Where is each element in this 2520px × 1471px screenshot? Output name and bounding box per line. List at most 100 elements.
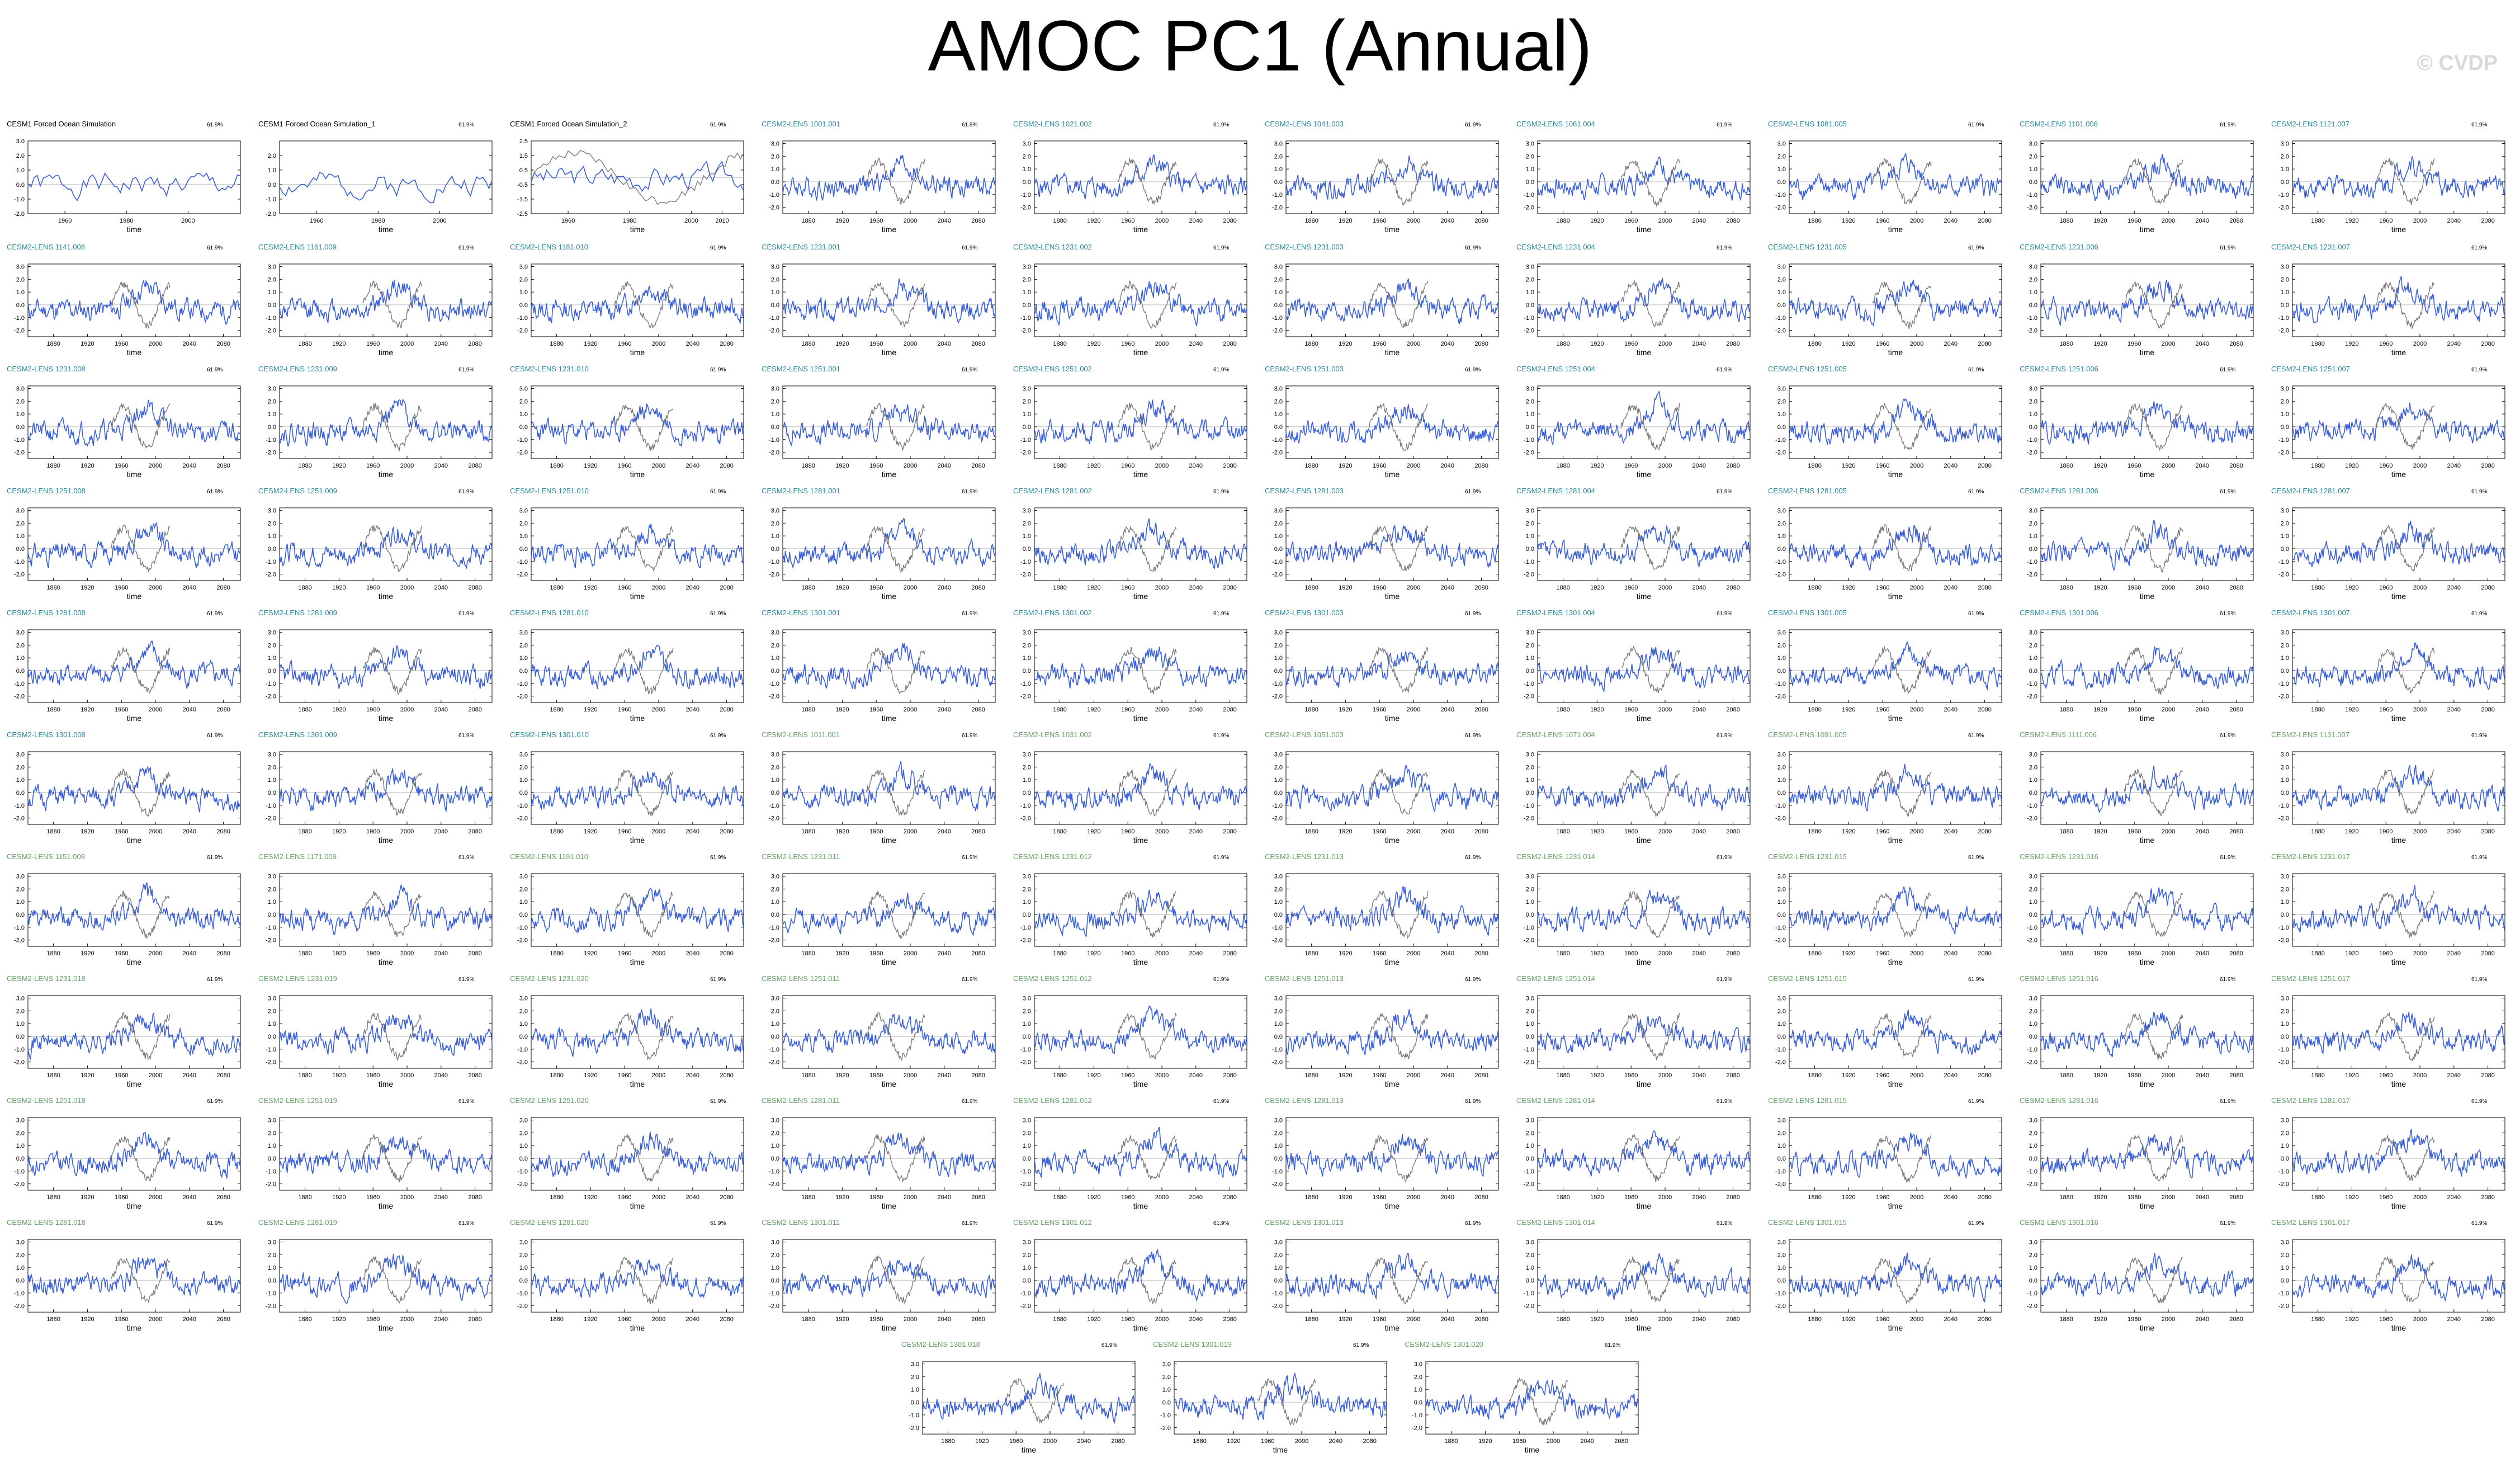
y-tick-label: 3.0	[1274, 1118, 1283, 1124]
y-tick-label: -1.0	[769, 559, 779, 565]
y-tick-label: 2.0	[2281, 642, 2289, 649]
x-tick-label: 1960	[1121, 1316, 1134, 1323]
x-axis-label: time	[378, 1079, 394, 1088]
y-tick-label: 3.0	[519, 1118, 528, 1124]
series-line	[2292, 1254, 2505, 1302]
y-tick-label: 1.0	[1777, 655, 1786, 662]
series-line	[27, 1011, 241, 1061]
x-tick-label: 2000	[904, 1072, 917, 1079]
series-line	[27, 1131, 241, 1178]
panel-title: CESM2-LENS 1281.020	[510, 1218, 589, 1227]
panel-title: CESM2-LENS 1301.012	[1013, 1218, 1092, 1227]
y-tick-label: 1.0	[2281, 166, 2289, 173]
y-tick-label: -2.0	[1775, 937, 1786, 944]
panel-title: CESM2-LENS 1281.001	[762, 487, 840, 495]
variance-note: 61.9%	[1717, 611, 1733, 617]
reference-line	[111, 1136, 171, 1182]
plot-frame	[1174, 1361, 1387, 1435]
y-tick-label: 1.0	[771, 899, 779, 906]
x-axis-label: time	[126, 836, 142, 845]
y-tick-label: 3.0	[16, 1118, 25, 1124]
x-tick-label: 2000	[2413, 1072, 2427, 1079]
reference-line	[1872, 1257, 1931, 1304]
x-tick-label: 2040	[1692, 950, 1706, 957]
x-tick-label: 2000	[904, 341, 917, 347]
series-line	[1425, 1379, 1639, 1420]
plot-frame	[1537, 385, 1751, 459]
reference-line	[362, 1012, 422, 1062]
x-tick-label: 1960	[1876, 706, 1889, 713]
x-axis-label: time	[378, 958, 394, 966]
x-tick-label: 2000	[1910, 1072, 1923, 1079]
x-tick-label: 2040	[1944, 1194, 1958, 1201]
reference-line	[1117, 1013, 1177, 1060]
y-tick-label: 0.0	[1023, 424, 1031, 431]
series-line	[1537, 889, 1751, 936]
y-tick-label: 0.5	[519, 167, 528, 174]
y-tick-label: 3.0	[16, 386, 25, 393]
panel-title: CESM1 Forced Ocean Simulation_1	[258, 120, 376, 128]
y-tick-label: 0.0	[16, 182, 25, 188]
x-axis-label: time	[2391, 348, 2406, 357]
plot-frame	[1537, 629, 1751, 703]
plot-frame	[27, 995, 241, 1069]
reference-line	[1369, 157, 1429, 206]
x-tick-label: 2040	[2196, 706, 2209, 713]
x-tick-label: 2080	[216, 706, 230, 713]
variance-note: 61.9%	[1465, 367, 1481, 373]
x-tick-label: 2040	[1189, 828, 1203, 835]
y-tick-label: -1.0	[2027, 925, 2037, 931]
x-tick-label: 2000	[1658, 828, 1672, 835]
x-axis-label: time	[1636, 714, 1652, 723]
series-line	[782, 1132, 996, 1177]
x-tick-label: 2040	[1441, 828, 1454, 835]
panel-title: CESM2-LENS 1301.001	[762, 609, 840, 617]
x-tick-label: 1880	[1808, 1194, 1821, 1201]
x-tick-label: 1920	[1339, 463, 1352, 469]
x-tick-label: 1920	[835, 341, 849, 347]
panel-title: CESM2-LENS 1281.019	[258, 1218, 337, 1227]
y-tick-label: 1.0	[1526, 1265, 1534, 1271]
y-tick-label: 2.0	[16, 153, 25, 159]
y-tick-label: -1.0	[1775, 1046, 1786, 1053]
y-tick-label: 3.0	[1526, 1239, 1534, 1246]
x-tick-label: 2080	[2481, 463, 2494, 469]
x-tick-label: 1880	[1808, 1316, 1821, 1323]
x-axis-label: time	[630, 225, 645, 234]
plot-frame	[922, 1361, 1136, 1435]
x-tick-label: 1920	[1842, 828, 1855, 835]
x-axis-label: time	[1133, 714, 1148, 723]
y-tick-label: 0.0	[16, 790, 25, 796]
x-tick-label: 1920	[1590, 1316, 1604, 1323]
x-tick-label: 2080	[971, 950, 985, 957]
x-tick-label: 2040	[2196, 218, 2209, 224]
x-axis-label: time	[1636, 1079, 1652, 1088]
variance-note: 61.9%	[1968, 977, 1984, 983]
y-tick-label: -2.0	[769, 937, 779, 944]
panel-title: CESM2-LENS 1231.018	[7, 974, 86, 983]
y-tick-label: -2.0	[769, 572, 779, 578]
y-tick-label: 3.0	[771, 508, 779, 515]
x-tick-label: 1920	[2345, 1072, 2358, 1079]
x-axis-label: time	[1273, 1445, 1288, 1454]
x-tick-label: 1920	[584, 1194, 597, 1201]
reference-line	[111, 403, 171, 449]
x-tick-label: 2080	[1223, 463, 1236, 469]
x-axis-label: time	[1133, 225, 1148, 234]
x-tick-label: 2040	[2447, 706, 2461, 713]
x-tick-label: 1880	[1053, 706, 1066, 713]
x-tick-label: 2040	[2447, 218, 2461, 224]
y-tick-label: 1.0	[519, 289, 528, 296]
y-tick-label: 1.0	[1274, 1143, 1283, 1149]
x-axis-label: time	[1384, 958, 1400, 966]
x-tick-label: 2040	[1692, 1072, 1706, 1079]
y-tick-label: 0.0	[268, 1156, 276, 1162]
timeseries-panel: CESM1 Forced Ocean Simulation 61.9% -2.0 -1…	[7, 120, 246, 236]
timeseries-panel: CESM2-LENS 1231.003 61.9% -2.0 -1.0 0.0 1.0 2.…	[1265, 243, 1504, 359]
x-tick-label: 1960	[2127, 828, 2141, 835]
y-tick-label: 0.0	[2281, 424, 2289, 431]
y-tick-label: 2.0	[2029, 764, 2037, 771]
x-tick-label: 1960	[618, 706, 631, 713]
